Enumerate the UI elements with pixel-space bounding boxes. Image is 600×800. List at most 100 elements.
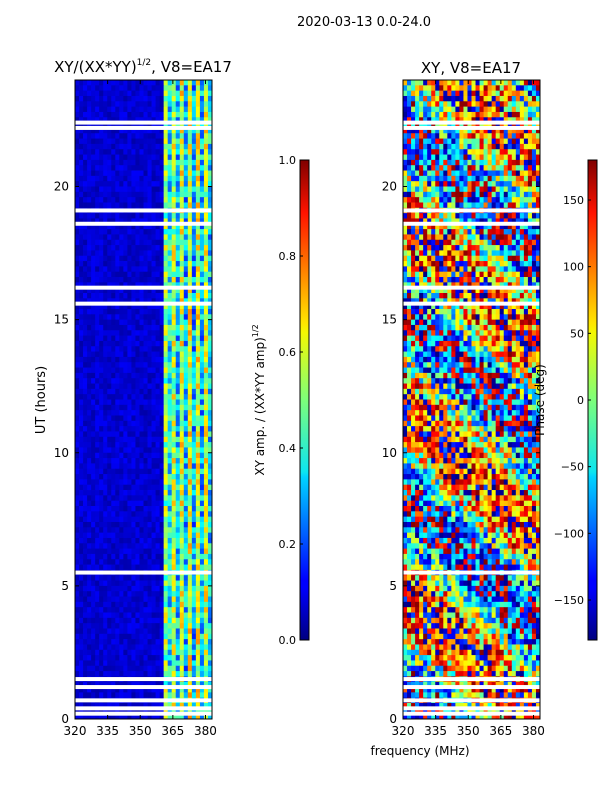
amplitude-cell: [191, 271, 197, 278]
amplitude-cell: [135, 175, 140, 182]
amplitude-cell: [139, 197, 144, 203]
amplitude-cell: [167, 655, 173, 661]
amplitude-cell: [111, 223, 116, 230]
amplitude-cell: [203, 463, 209, 470]
phase-cell: [531, 106, 537, 113]
amplitude-cell: [115, 442, 120, 448]
amplitude-cell: [175, 665, 181, 672]
amplitude-cell: [131, 527, 136, 534]
amplitude-cell: [155, 452, 161, 459]
amplitude-cell: [99, 133, 104, 139]
amplitude-cell: [151, 340, 156, 347]
amplitude-cell: [107, 495, 112, 502]
amplitude-cell: [167, 202, 173, 209]
amplitude-cell: [187, 191, 193, 198]
amplitude-cell: [135, 596, 140, 603]
amplitude-cell: [143, 527, 148, 534]
amplitude-cell: [103, 527, 108, 534]
amplitude-cell: [115, 660, 120, 667]
y-tick-label: 20: [54, 180, 69, 194]
amplitude-cell: [179, 346, 185, 352]
phase-cell: [527, 106, 533, 113]
amplitude-cell: [147, 681, 152, 688]
amplitude-cell: [143, 703, 148, 709]
amplitude-cell: [191, 495, 197, 502]
amplitude-cell: [99, 191, 104, 198]
amplitude-cell: [167, 282, 173, 289]
amplitude-cell: [99, 660, 104, 667]
amplitude-cell: [183, 282, 189, 289]
amplitude-cell: [143, 303, 148, 310]
amplitude-cell: [83, 181, 88, 187]
phase-cell: [471, 127, 476, 134]
amplitude-cell: [127, 713, 132, 719]
amplitude-cell: [207, 181, 212, 187]
amplitude-cell: [199, 474, 205, 480]
amplitude-cell: [123, 303, 128, 310]
amplitude-cell: [163, 170, 169, 177]
amplitude-cell: [99, 106, 104, 113]
phase-cell: [439, 143, 444, 150]
amplitude-cell: [123, 330, 128, 336]
amplitude-cell: [159, 410, 165, 416]
amplitude-cell: [199, 308, 205, 315]
phase-cell: [467, 165, 472, 171]
amplitude-cell: [115, 495, 120, 502]
amplitude-cell: [155, 575, 161, 581]
amplitude-cell: [83, 447, 88, 454]
amplitude-cell: [207, 426, 212, 432]
amplitude-cell: [123, 452, 128, 459]
amplitude-cell: [179, 234, 185, 241]
amplitude-cell: [203, 452, 209, 459]
amplitude-cell: [115, 111, 120, 118]
amplitude-cell: [139, 474, 144, 480]
phase-cell: [503, 90, 509, 97]
phase-cell: [503, 197, 509, 203]
amplitude-cell: [175, 548, 181, 555]
amplitude-cell: [199, 239, 205, 246]
amplitude-cell: [163, 575, 169, 581]
amplitude-cell: [151, 213, 156, 219]
amplitude-cell: [79, 127, 84, 134]
amplitude-cell: [119, 415, 124, 422]
amplitude-cell: [103, 436, 108, 443]
amplitude-cell: [199, 202, 205, 209]
amplitude-cell: [75, 617, 80, 624]
amplitude-cell: [123, 585, 128, 592]
amplitude-cell: [111, 681, 116, 688]
amplitude-cell: [115, 458, 120, 464]
phase-cell: [467, 138, 472, 145]
amplitude-cell: [163, 181, 169, 187]
amplitude-cell: [131, 516, 136, 523]
amplitude-cell: [87, 330, 92, 336]
amplitude-cell: [111, 111, 116, 118]
amplitude-cell: [83, 452, 88, 459]
amplitude-cell: [143, 404, 148, 411]
amplitude-cell: [79, 687, 84, 693]
amplitude-cell: [111, 474, 116, 480]
phase-cell: [487, 202, 493, 209]
amplitude-cell: [187, 239, 193, 246]
amplitude-cell: [123, 426, 128, 432]
amplitude-cell: [75, 175, 80, 182]
amplitude-cell: [175, 319, 181, 326]
amplitude-cell: [199, 687, 205, 693]
amplitude-cell: [179, 298, 185, 305]
amplitude-cell: [115, 202, 120, 209]
amplitude-cell: [199, 223, 205, 230]
amplitude-cell: [79, 436, 84, 443]
phase-cell: [507, 85, 513, 92]
amplitude-cell: [115, 506, 120, 512]
amplitude-cell: [187, 490, 193, 496]
phase-cell: [427, 85, 432, 92]
amplitude-cell: [95, 229, 100, 235]
amplitude-cell: [95, 506, 100, 512]
phase-cell: [403, 127, 408, 134]
amplitude-cell: [199, 612, 205, 619]
phase-cell: [515, 186, 521, 193]
amplitude-cell: [127, 191, 132, 198]
amplitude-cell: [147, 356, 152, 363]
amplitude-cell: [139, 80, 144, 86]
amplitude-cell: [187, 117, 193, 124]
amplitude-cell: [187, 90, 193, 97]
